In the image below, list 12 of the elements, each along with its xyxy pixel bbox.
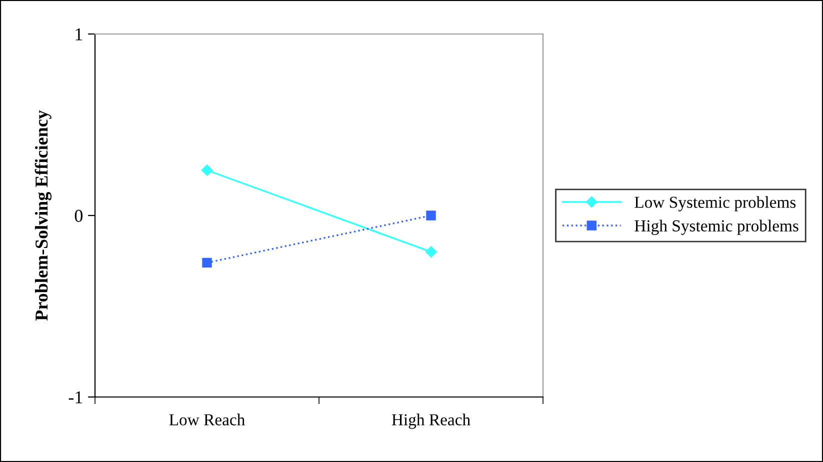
point <box>426 210 436 220</box>
x-tick-label: High Reach <box>392 414 470 429</box>
y-tick-label: -1 <box>68 391 82 404</box>
legend-label: High Systemic problems <box>634 220 798 235</box>
y-axis-title: Problem-Solving Efficiency <box>34 110 52 321</box>
y-tick-label: 0 <box>74 210 83 222</box>
legend-label: Low Systemic problems <box>634 196 796 212</box>
point <box>425 246 437 258</box>
point <box>201 164 213 176</box>
y-tick-label: 1 <box>76 28 82 40</box>
point <box>202 258 212 268</box>
x-tick-label: Low Reach <box>169 414 245 426</box>
